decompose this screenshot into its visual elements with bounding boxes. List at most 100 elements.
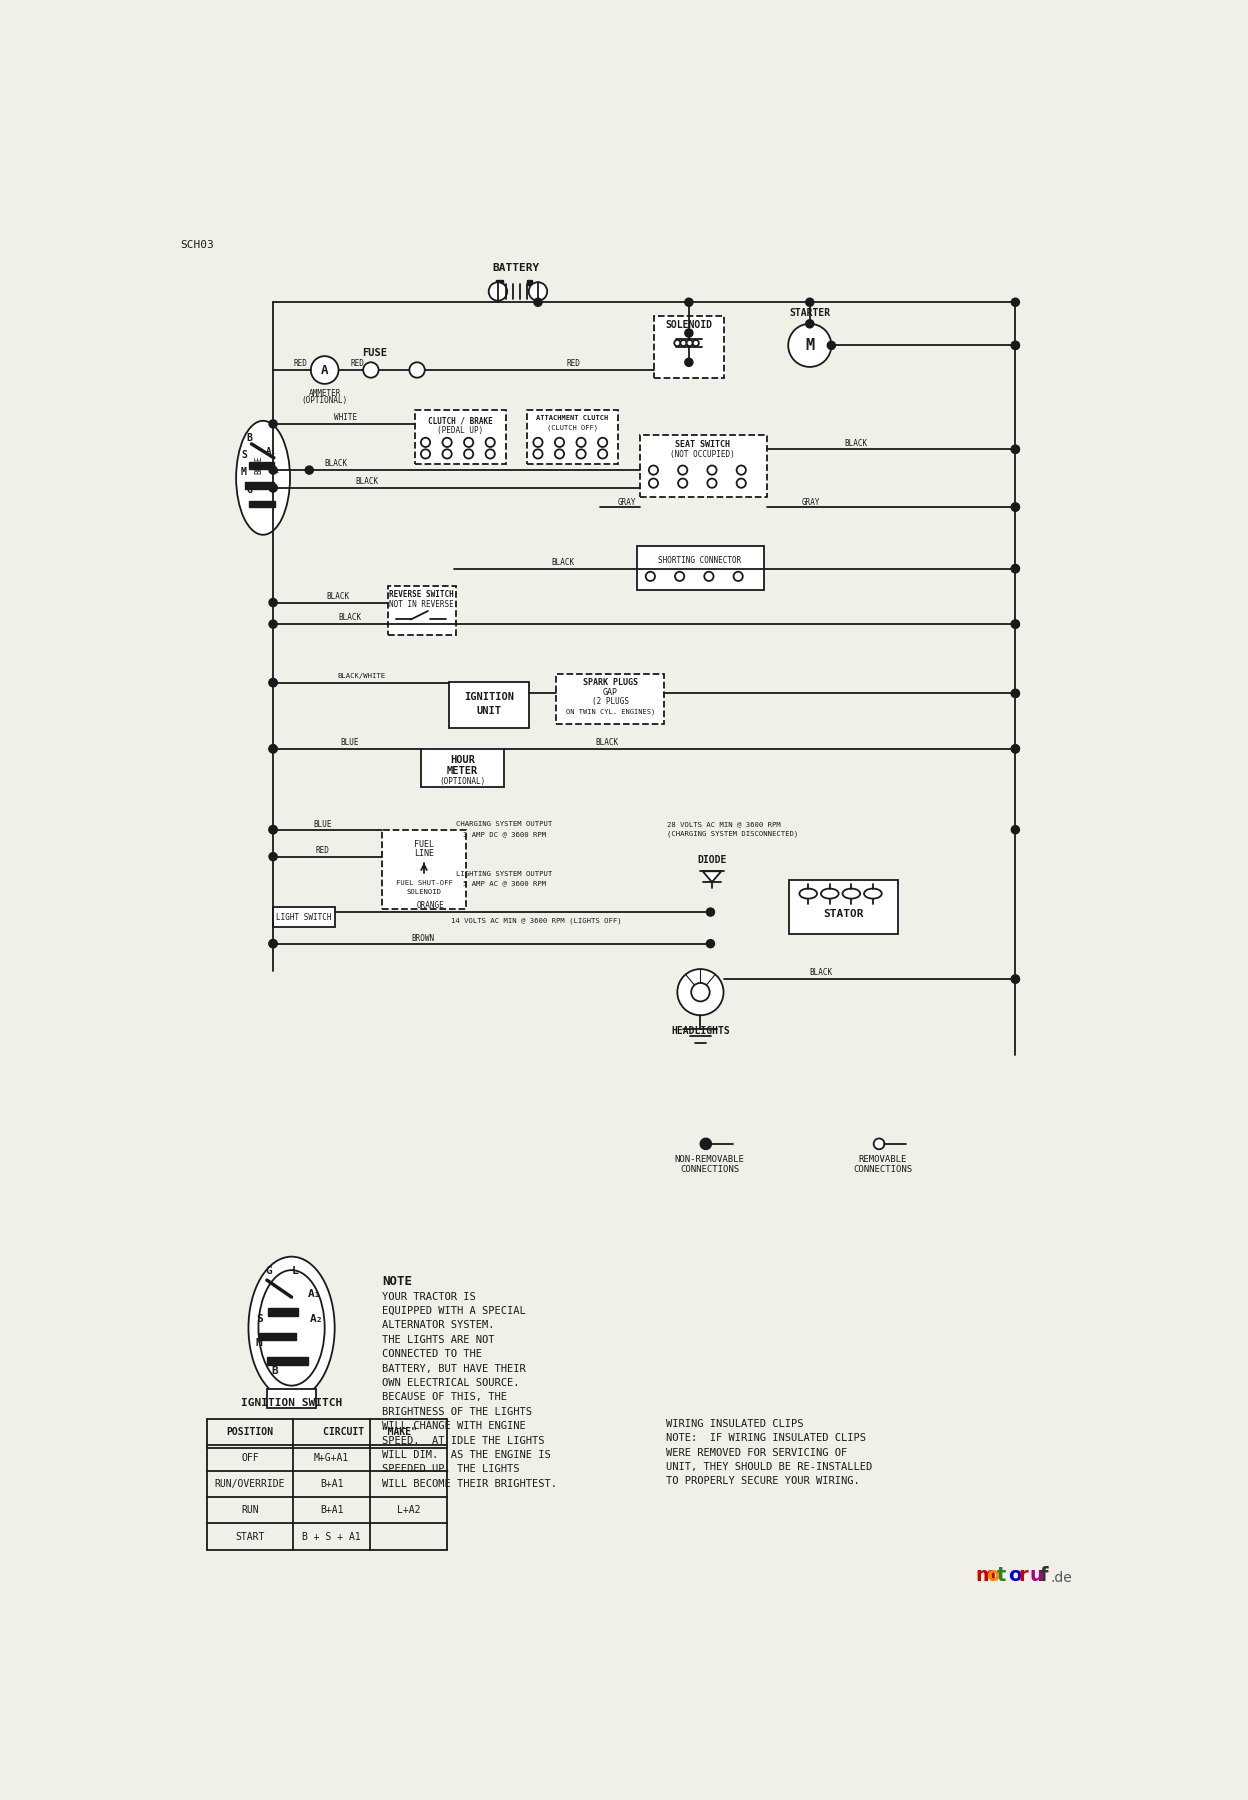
Circle shape bbox=[693, 340, 699, 346]
Bar bbox=[250, 463, 273, 468]
Circle shape bbox=[1012, 565, 1020, 572]
Polygon shape bbox=[703, 871, 721, 882]
Circle shape bbox=[270, 466, 277, 473]
Circle shape bbox=[736, 466, 746, 475]
Text: IGNITION: IGNITION bbox=[464, 693, 514, 702]
Text: ON TWIN CYL. ENGINES): ON TWIN CYL. ENGINES) bbox=[565, 709, 655, 715]
Circle shape bbox=[270, 679, 277, 686]
Circle shape bbox=[686, 340, 693, 346]
Text: .de: .de bbox=[1051, 1571, 1072, 1586]
Text: RED: RED bbox=[351, 358, 364, 367]
Text: UNIT: UNIT bbox=[477, 706, 502, 716]
Bar bbox=[654, 317, 724, 378]
Text: (PEDAL UP): (PEDAL UP) bbox=[437, 425, 483, 434]
Circle shape bbox=[534, 299, 542, 306]
Text: RED: RED bbox=[316, 846, 329, 855]
Text: SOLENOID: SOLENOID bbox=[665, 320, 713, 331]
Text: o: o bbox=[986, 1566, 1000, 1586]
Circle shape bbox=[678, 968, 724, 1015]
Bar bbox=[789, 880, 899, 934]
Circle shape bbox=[1012, 689, 1020, 697]
Circle shape bbox=[874, 1138, 885, 1148]
Text: (2 PLUGS: (2 PLUGS bbox=[592, 697, 629, 706]
Circle shape bbox=[464, 437, 473, 446]
Circle shape bbox=[485, 450, 495, 459]
Circle shape bbox=[270, 940, 277, 947]
Text: NON-REMOVABLE: NON-REMOVABLE bbox=[675, 1156, 745, 1165]
Text: SHORTING CONNECTOR: SHORTING CONNECTOR bbox=[658, 556, 741, 565]
Circle shape bbox=[685, 358, 693, 365]
Text: BLACK/WHITE: BLACK/WHITE bbox=[337, 673, 386, 679]
Text: STATOR: STATOR bbox=[824, 909, 864, 918]
Text: FUEL SHUT-OFF: FUEL SHUT-OFF bbox=[396, 880, 453, 886]
Text: LIGHT SWITCH: LIGHT SWITCH bbox=[276, 913, 332, 922]
Text: NOTE: NOTE bbox=[382, 1274, 412, 1287]
Text: BROWN: BROWN bbox=[411, 934, 434, 943]
Ellipse shape bbox=[842, 889, 860, 898]
Text: (OPTIONAL): (OPTIONAL) bbox=[439, 776, 485, 785]
Circle shape bbox=[736, 479, 746, 488]
Circle shape bbox=[270, 599, 277, 607]
Circle shape bbox=[555, 437, 564, 446]
Text: HOUR: HOUR bbox=[451, 754, 475, 765]
Circle shape bbox=[685, 299, 693, 306]
Text: (CLUTCH OFF): (CLUTCH OFF) bbox=[547, 425, 598, 430]
Circle shape bbox=[270, 484, 277, 491]
Text: u: u bbox=[1030, 1566, 1043, 1586]
Circle shape bbox=[1012, 504, 1020, 511]
Text: A₁: A₁ bbox=[266, 446, 276, 455]
Text: M: M bbox=[805, 338, 815, 353]
Text: SEAT SWITCH: SEAT SWITCH bbox=[675, 441, 730, 450]
Text: L: L bbox=[292, 1265, 298, 1276]
Circle shape bbox=[1012, 976, 1020, 983]
Circle shape bbox=[1012, 745, 1020, 752]
Bar bbox=[267, 1357, 308, 1364]
Text: A₂: A₂ bbox=[270, 466, 281, 475]
Circle shape bbox=[645, 572, 655, 581]
Circle shape bbox=[708, 479, 716, 488]
Circle shape bbox=[306, 466, 313, 473]
Text: RUN: RUN bbox=[241, 1505, 258, 1516]
Circle shape bbox=[577, 450, 585, 459]
Circle shape bbox=[1012, 976, 1020, 983]
Text: CHARGING SYSTEM OUTPUT: CHARGING SYSTEM OUTPUT bbox=[456, 821, 552, 828]
Text: CONNECTIONS: CONNECTIONS bbox=[680, 1165, 739, 1174]
Circle shape bbox=[598, 437, 608, 446]
Text: POSITION: POSITION bbox=[226, 1427, 273, 1436]
Circle shape bbox=[443, 437, 452, 446]
Circle shape bbox=[1012, 445, 1020, 454]
Circle shape bbox=[270, 745, 277, 752]
Bar bbox=[268, 1309, 298, 1316]
Bar bbox=[267, 1390, 316, 1408]
Text: S: S bbox=[241, 450, 247, 459]
Circle shape bbox=[1012, 621, 1020, 628]
Text: LIGHTING SYSTEM OUTPUT: LIGHTING SYSTEM OUTPUT bbox=[456, 871, 552, 877]
Text: GRAY: GRAY bbox=[802, 499, 821, 508]
Text: WHITE: WHITE bbox=[334, 414, 357, 423]
Bar bbox=[448, 682, 529, 727]
Circle shape bbox=[363, 362, 378, 378]
Circle shape bbox=[529, 283, 547, 301]
Text: YOUR TRACTOR IS
EQUIPPED WITH A SPECIAL
ALTERNATOR SYSTEM.
THE LIGHTS ARE NOT
CO: YOUR TRACTOR IS EQUIPPED WITH A SPECIAL … bbox=[382, 1292, 558, 1489]
Circle shape bbox=[1012, 342, 1020, 349]
Text: A₂: A₂ bbox=[310, 1314, 323, 1323]
Bar bbox=[273, 907, 334, 927]
Circle shape bbox=[691, 983, 710, 1001]
Circle shape bbox=[443, 450, 452, 459]
Circle shape bbox=[827, 342, 835, 349]
Text: 14 VOLTS AC MIN @ 3600 RPM (LIGHTS OFF): 14 VOLTS AC MIN @ 3600 RPM (LIGHTS OFF) bbox=[451, 918, 622, 923]
Bar bbox=[527, 281, 532, 284]
Bar bbox=[414, 410, 505, 464]
Text: B: B bbox=[271, 1366, 278, 1375]
Text: RED: RED bbox=[567, 358, 580, 367]
Circle shape bbox=[700, 1138, 711, 1148]
Text: (CHARGING SYSTEM DISCONNECTED): (CHARGING SYSTEM DISCONNECTED) bbox=[668, 830, 799, 837]
Bar bbox=[639, 436, 766, 497]
Circle shape bbox=[555, 450, 564, 459]
Circle shape bbox=[270, 484, 277, 491]
Circle shape bbox=[1012, 445, 1020, 454]
Ellipse shape bbox=[248, 1256, 334, 1399]
Circle shape bbox=[270, 940, 277, 947]
Ellipse shape bbox=[258, 1271, 324, 1386]
Circle shape bbox=[270, 745, 277, 752]
